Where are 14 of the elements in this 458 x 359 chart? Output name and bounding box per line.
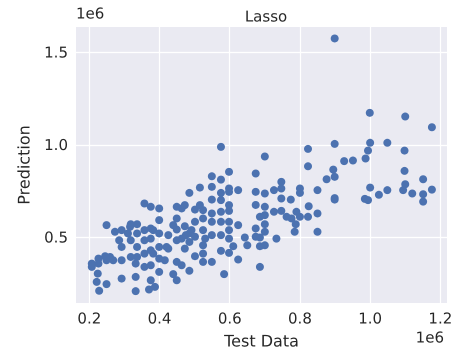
y-tick-label: 1.0 (44, 136, 68, 154)
text: 1e6 (416, 328, 444, 346)
y-tick-label: 0.5 (44, 228, 68, 247)
x-tick-label: 0.8 (288, 310, 312, 328)
x-tick-label: 0.2 (77, 310, 102, 328)
y-axis-title: Prediction (14, 125, 34, 205)
y-tick-label: 1.5 (44, 44, 68, 62)
chart-title: Lasso (244, 8, 288, 26)
x-tick-label: 0.6 (218, 310, 242, 328)
x-tick-label: 0.4 (148, 310, 172, 328)
x-tick-label: 1.0 (358, 310, 382, 328)
x-axis-title: Test Data (223, 332, 299, 350)
x-tick-label: 1.2 (428, 310, 452, 328)
text: 1e6 (76, 4, 104, 22)
